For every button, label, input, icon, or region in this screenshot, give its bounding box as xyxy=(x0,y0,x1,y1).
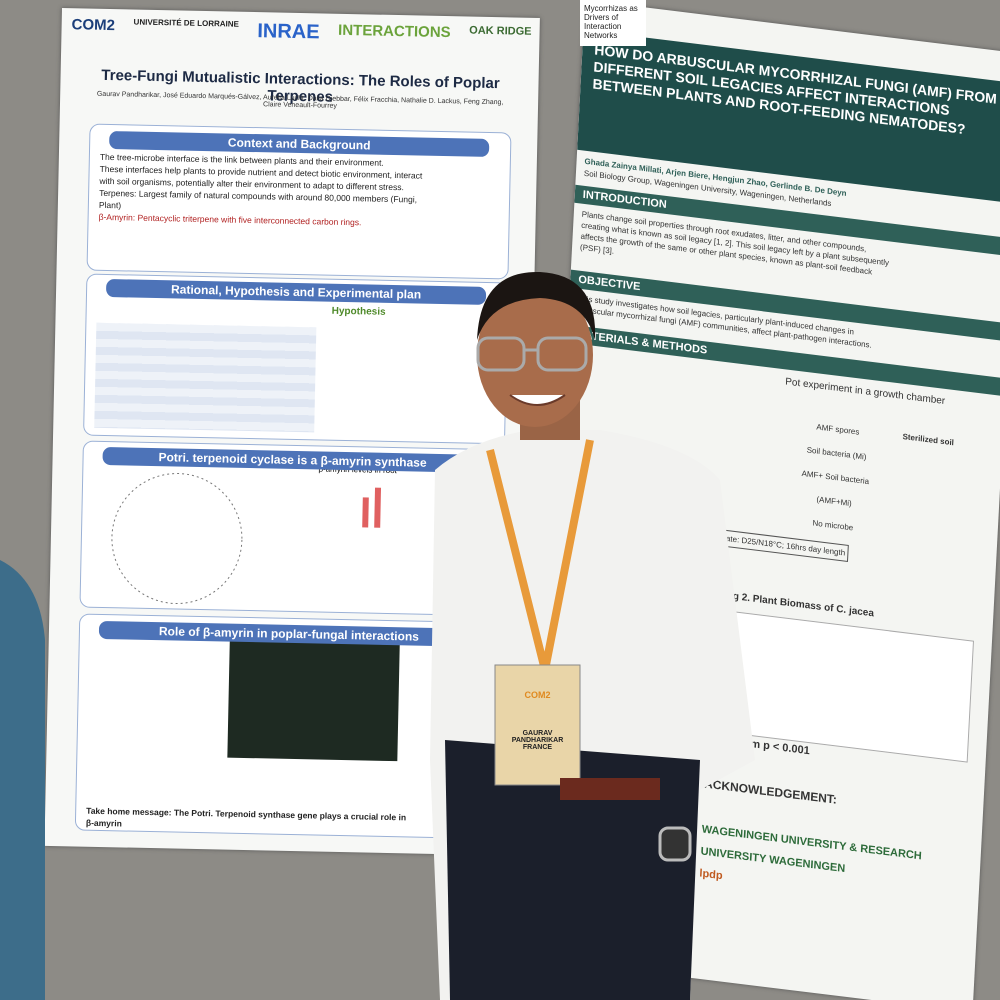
watch xyxy=(658,826,692,862)
phylo-tree xyxy=(111,473,243,605)
bar-graphic xyxy=(374,487,382,528)
bar-graphic xyxy=(362,497,369,528)
badge-country: FRANCE xyxy=(522,744,553,751)
glasses xyxy=(476,336,588,372)
sign: Mycorrhizas as Drivers of Interaction Ne… xyxy=(580,0,646,46)
badge-logo: COM2 xyxy=(524,690,551,700)
hair xyxy=(477,271,596,340)
figure xyxy=(111,473,382,605)
badge xyxy=(494,664,581,786)
badge-name: GAURAV PANDHARIKAR xyxy=(511,730,564,744)
trousers xyxy=(445,740,700,1000)
badge-text: COM2 GAURAV PANDHARIKAR FRANCE xyxy=(500,690,575,751)
bystander xyxy=(0,560,45,1000)
belt xyxy=(560,778,660,800)
section-box: β-amyrin levels in root xyxy=(79,440,505,617)
left-poster: COM2 UNIVERSITÉ DE LORRAINE INRAE INTERA… xyxy=(44,8,540,856)
face xyxy=(477,283,593,427)
smile xyxy=(509,394,566,406)
